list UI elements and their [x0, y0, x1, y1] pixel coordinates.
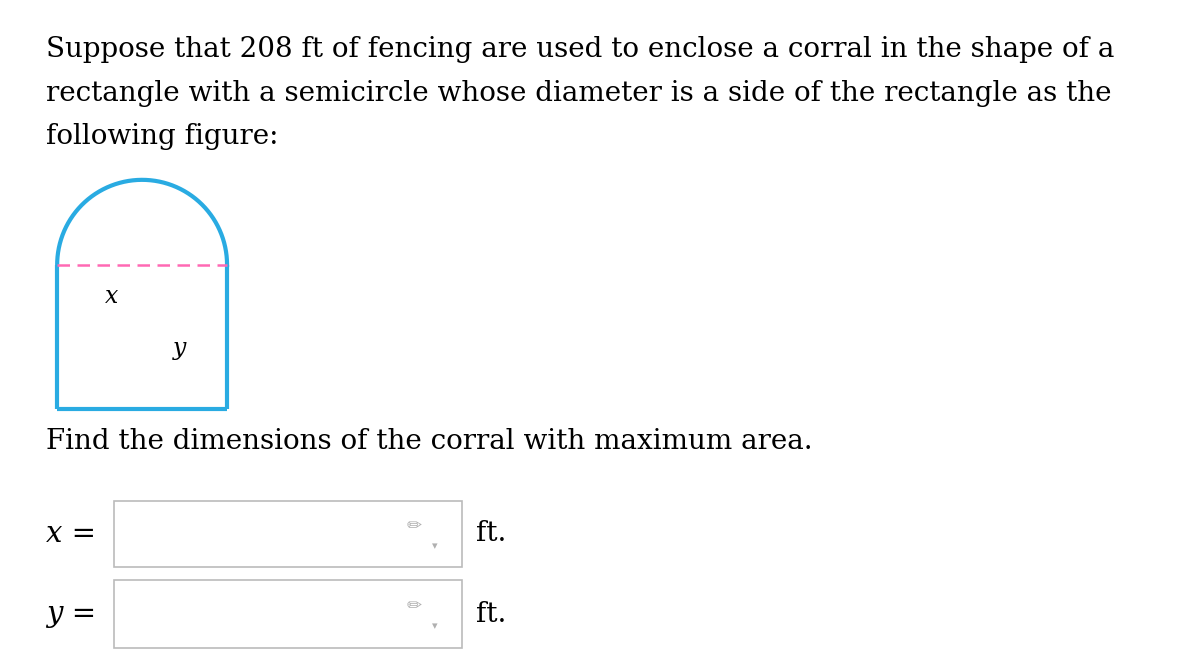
Text: y: y — [173, 337, 186, 360]
Text: rectangle with a semicircle whose diameter is a side of the rectangle as the: rectangle with a semicircle whose diamet… — [46, 80, 1111, 107]
Text: y =: y = — [46, 600, 96, 629]
Text: following figure:: following figure: — [46, 123, 278, 150]
Text: ✏: ✏ — [407, 516, 421, 535]
Text: ✏: ✏ — [407, 597, 421, 615]
Text: ▾: ▾ — [432, 621, 437, 631]
Text: Find the dimensions of the corral with maximum area.: Find the dimensions of the corral with m… — [46, 428, 812, 455]
Text: ft.: ft. — [476, 520, 506, 547]
Text: Suppose that 208 ft of fencing are used to enclose a corral in the shape of a: Suppose that 208 ft of fencing are used … — [46, 36, 1114, 64]
Text: x =: x = — [46, 520, 96, 548]
Text: ft.: ft. — [476, 601, 506, 628]
Bar — [114, 580, 462, 648]
Bar — [114, 501, 462, 567]
Text: ▾: ▾ — [432, 540, 437, 551]
Text: x: x — [104, 285, 118, 308]
